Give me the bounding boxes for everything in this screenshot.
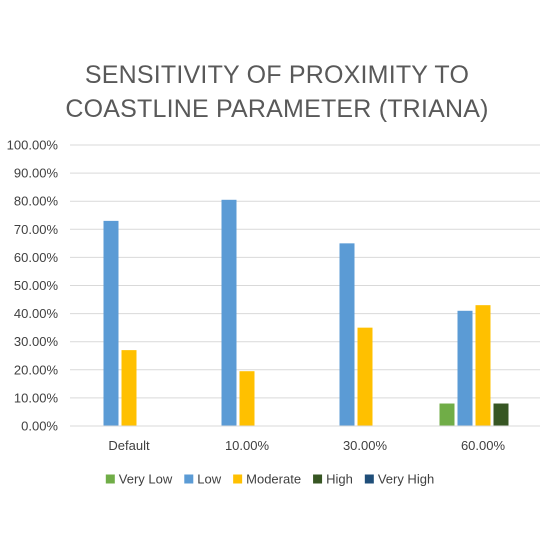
legend-item-low: Low: [184, 472, 222, 487]
y-tick-label: 80.00%: [14, 194, 59, 209]
legend: Very Low Low Moderate High Very High: [105, 472, 434, 487]
chart-title-line-1: SENSITIVITY OF PROXIMITY TO: [85, 61, 469, 89]
y-tick-label: 60.00%: [14, 250, 59, 265]
legend-label: Very High: [378, 472, 434, 487]
legend-label: Low: [197, 472, 221, 487]
legend-item-very-low: Very Low: [105, 472, 173, 487]
legend-swatch: [364, 474, 374, 484]
bar-moderate-3: [475, 305, 491, 426]
x-tick-label: 10.00%: [225, 438, 270, 453]
legend-label: High: [326, 472, 353, 487]
legend-item-high: High: [313, 472, 353, 487]
legend-label: Moderate: [246, 472, 301, 487]
bar-low-0: [103, 220, 119, 426]
y-tick-label: 70.00%: [14, 222, 59, 237]
y-tick-label: 20.00%: [14, 362, 59, 377]
x-axis-tick-labels: Default 10.00% 30.00% 60.00%: [108, 438, 505, 453]
bars: [103, 199, 509, 426]
y-tick-label: 10.00%: [14, 390, 59, 405]
y-tick-label: 50.00%: [14, 278, 59, 293]
chart-title-line-2: COASTLINE PARAMETER (TRIANA): [65, 95, 488, 123]
legend-swatch: [105, 474, 115, 484]
legend-swatch: [233, 474, 243, 484]
legend-swatch: [313, 474, 323, 484]
x-tick-label: 60.00%: [461, 438, 506, 453]
y-tick-label: 100.00%: [7, 138, 59, 153]
y-tick-label: 40.00%: [14, 306, 59, 321]
chart-title: SENSITIVITY OF PROXIMITY TO COASTLINE PA…: [65, 61, 488, 123]
legend-swatch: [184, 474, 194, 484]
legend-label: Very Low: [119, 472, 173, 487]
bar-low-1: [221, 199, 237, 426]
bar-low-2: [339, 243, 355, 426]
gridlines: [70, 144, 540, 399]
bar-low-3: [457, 310, 473, 426]
bar-moderate-0: [121, 350, 137, 426]
bar-very-low-3: [439, 403, 455, 426]
x-tick-label: Default: [108, 438, 150, 453]
x-tick-label: 30.00%: [343, 438, 388, 453]
y-tick-label: 30.00%: [14, 334, 59, 349]
bar-high-3: [493, 403, 509, 426]
legend-item-moderate: Moderate: [233, 472, 301, 487]
legend-item-very-high: Very High: [364, 472, 434, 487]
y-tick-label: 90.00%: [14, 166, 59, 181]
y-tick-label: 0.00%: [21, 419, 58, 434]
bar-moderate-1: [239, 371, 255, 426]
bar-moderate-2: [357, 327, 373, 426]
y-axis-tick-labels: 0.00% 10.00% 20.00% 30.00% 40.00% 50.00% 60.00…: [7, 138, 59, 434]
